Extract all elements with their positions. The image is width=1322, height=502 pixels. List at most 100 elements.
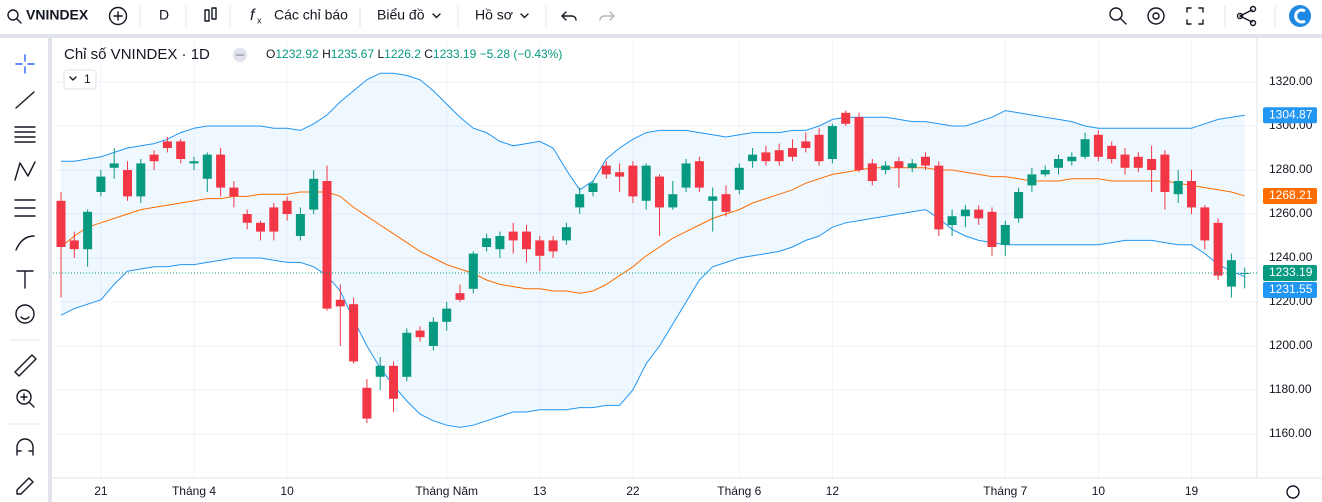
collapse-indicators-button[interactable]	[63, 69, 97, 90]
quick-search-handle	[1119, 17, 1127, 25]
profile-button[interactable]: Hồ sơ	[475, 7, 513, 23]
candle-body	[216, 154, 226, 188]
projection-tool[interactable]	[14, 199, 36, 217]
top-toolbar: VNINDEX D f x Các chỉ báo Biểu đồ Hồ sơ	[7, 5, 1311, 27]
candle-body	[189, 161, 199, 164]
candle-body	[1027, 174, 1037, 186]
candle-body	[601, 165, 611, 175]
logo[interactable]	[1289, 5, 1311, 27]
candle-body	[867, 163, 877, 181]
price-tag	[1263, 187, 1317, 204]
candle-type-icon	[211, 7, 217, 20]
candle-body	[69, 240, 79, 250]
candle-body	[56, 200, 66, 247]
collapse-caret	[69, 76, 77, 81]
x-tick-label: Tháng Năm	[415, 484, 478, 498]
candle-body	[907, 163, 917, 168]
candle-body	[242, 214, 252, 223]
chart-type-button[interactable]: Biểu đồ	[377, 7, 425, 23]
candle-body	[561, 227, 571, 241]
toolbar-border	[0, 34, 1322, 38]
crosshair-tool[interactable]	[15, 54, 35, 74]
candle-body	[322, 181, 332, 309]
candle-body	[428, 321, 438, 346]
quick-search-button[interactable]	[1109, 7, 1123, 21]
legend-h-label: H	[322, 47, 331, 61]
candle-body	[548, 240, 558, 252]
candle-body	[362, 387, 372, 419]
fib-tool[interactable]	[14, 126, 36, 143]
candle-body	[734, 167, 744, 190]
candle-body	[721, 194, 731, 212]
zoom-tool[interactable]	[16, 389, 32, 405]
symbol[interactable]: VNINDEX	[26, 7, 89, 23]
candle-body	[761, 152, 771, 162]
zoom-tool-detail	[20, 393, 35, 408]
candle-body	[934, 165, 944, 230]
brush-tool[interactable]	[15, 235, 35, 251]
candle-body	[588, 183, 598, 192]
search-icon-handle	[16, 18, 22, 24]
share-node	[1249, 19, 1257, 27]
candle-body	[442, 308, 452, 322]
band-line	[60, 209, 1245, 428]
candle-body	[774, 150, 784, 162]
x-tick-label: Tháng 6	[717, 484, 761, 498]
text-tool[interactable]	[16, 270, 34, 289]
candle-body	[389, 365, 398, 399]
candle-body	[295, 214, 305, 236]
interval[interactable]: D	[159, 7, 169, 23]
indicators-button[interactable]: Các chỉ báo	[274, 7, 348, 23]
candle-body	[1120, 154, 1130, 168]
dropdown-caret	[520, 13, 529, 19]
band-line	[60, 167, 1245, 294]
legend-title: Chỉ số VNINDEX · 1D	[64, 46, 210, 63]
emoji-tool[interactable]	[15, 304, 35, 324]
candle-body	[1133, 156, 1143, 168]
x-tick-label: Tháng 4	[172, 484, 216, 498]
pattern-tool[interactable]	[14, 161, 36, 181]
dropdown-caret	[432, 13, 441, 19]
axis-settings-button[interactable]	[1286, 485, 1300, 499]
candle-body	[468, 253, 478, 289]
candle-body	[615, 172, 625, 177]
candle-body	[282, 200, 292, 214]
candle-body	[256, 222, 265, 232]
logo-mark	[1294, 8, 1306, 24]
redo-button[interactable]	[599, 11, 615, 21]
price-tag-label: 1268.21	[1269, 188, 1313, 202]
candle-body	[202, 154, 212, 179]
settings-button[interactable]	[1147, 7, 1165, 25]
candle-body	[1014, 192, 1024, 219]
magnet-tool[interactable]	[16, 438, 34, 456]
price-tag	[1263, 107, 1317, 124]
candle-body	[1200, 207, 1210, 241]
candle-body	[575, 194, 585, 208]
trendline-tool[interactable]	[15, 91, 35, 109]
undo-button[interactable]	[561, 11, 577, 21]
candle-body	[814, 134, 824, 162]
ruler-tool[interactable]	[14, 354, 37, 377]
candle-type-button[interactable]	[204, 9, 210, 22]
candle-body	[1054, 159, 1063, 168]
candle-body	[495, 236, 505, 250]
candle-body	[402, 332, 412, 377]
candle-body	[335, 299, 345, 307]
compare-button[interactable]	[108, 6, 128, 26]
candle-body	[788, 148, 797, 157]
candle-body	[987, 211, 997, 247]
candle-body	[1080, 139, 1090, 157]
candle-body	[748, 154, 758, 162]
candle-body	[415, 330, 425, 338]
y-tick-label: 1320.00	[1269, 74, 1313, 88]
search-icon[interactable]	[7, 9, 19, 21]
candle-body	[229, 187, 239, 197]
candle-body	[854, 117, 864, 170]
fullscreen-button[interactable]	[1186, 7, 1204, 25]
candle-body	[641, 165, 651, 201]
lock-drawings-tool[interactable]	[16, 477, 34, 495]
price-tags: 1304.87 1268.21 1233.19 1231.55	[1263, 107, 1317, 298]
x-tick-label: 10	[1092, 484, 1106, 498]
candle-body	[96, 176, 106, 192]
price-tag-label: 1304.87	[1269, 107, 1313, 121]
